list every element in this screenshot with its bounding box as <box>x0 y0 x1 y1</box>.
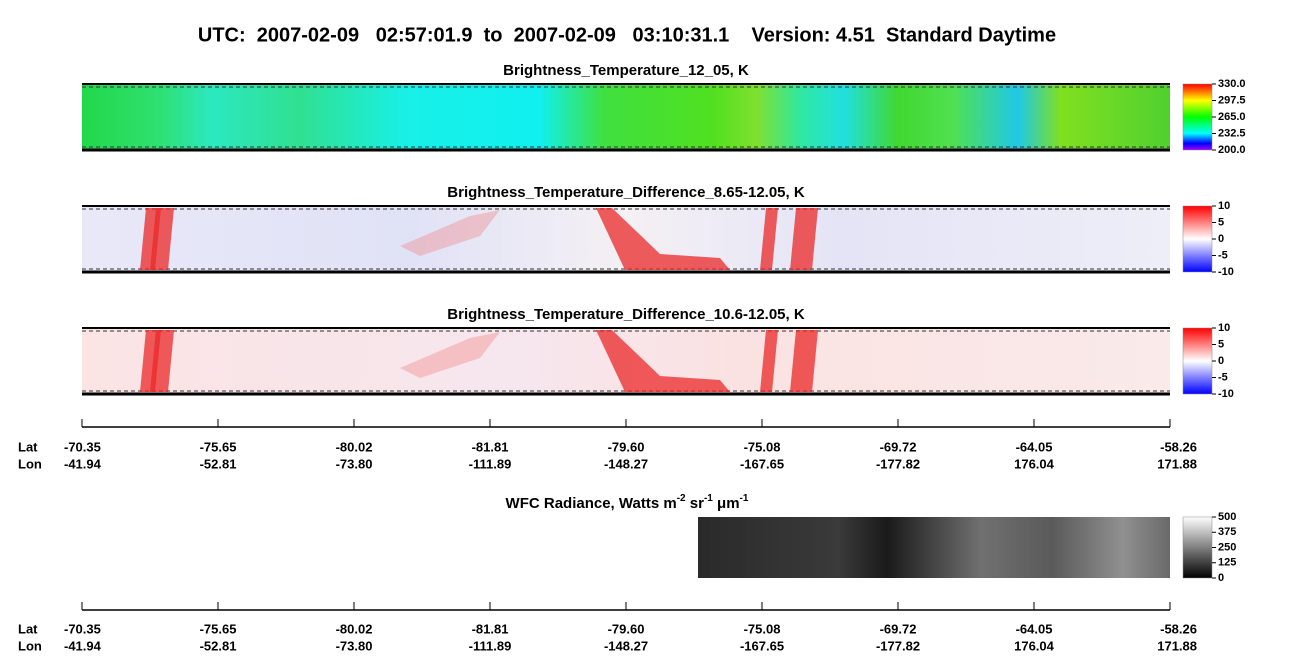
lat-value: -69.72 <box>880 621 917 636</box>
streak <box>596 208 730 270</box>
lat-value: -64.05 <box>1016 621 1053 636</box>
colorbar-label: 330.0 <box>1218 78 1246 90</box>
colorbar-label: 0 <box>1218 233 1224 245</box>
title-part: sr <box>686 495 705 512</box>
colorbar-label: -10 <box>1218 388 1234 400</box>
streak <box>760 330 778 392</box>
lat-value: -70.35 <box>64 621 101 636</box>
title-part: WFC Radiance, Watts m <box>506 495 677 512</box>
lon-value: -148.27 <box>604 456 648 471</box>
lat-value: -69.72 <box>880 439 917 454</box>
lon-value: 176.04 <box>1014 638 1055 653</box>
colorbar-label: 265.0 <box>1218 111 1246 123</box>
lat-value: -79.60 <box>608 439 645 454</box>
lon-label: Lon <box>18 638 42 653</box>
colorbar <box>1182 83 1213 151</box>
lon-value: 176.04 <box>1014 456 1055 471</box>
lon-value: 171.88 <box>1157 456 1197 471</box>
colorbar-label: 10 <box>1218 322 1230 334</box>
panel-image <box>82 84 1170 150</box>
colorbar-label: -10 <box>1218 266 1234 278</box>
lat-value: -70.35 <box>64 439 101 454</box>
panel-title: Brightness_Temperature_Difference_10.6-1… <box>447 306 805 323</box>
lat-value: -58.26 <box>1160 621 1197 636</box>
main-title: UTC: 2007-02-09 02:57:01.9 to 2007-02-09… <box>198 24 1056 46</box>
lon-value: -41.94 <box>64 638 102 653</box>
lat-value: -81.81 <box>472 439 509 454</box>
lon-value: -41.94 <box>64 456 102 471</box>
streak <box>400 332 500 378</box>
colorbar-label: 0 <box>1218 355 1224 367</box>
colorbar <box>1182 516 1213 579</box>
lat-value: -80.02 <box>336 439 373 454</box>
streak <box>596 330 730 392</box>
streak <box>150 208 174 270</box>
lon-value: -52.81 <box>200 638 237 653</box>
lon-value: 171.88 <box>1157 638 1197 653</box>
lon-label: Lon <box>18 456 42 471</box>
streak <box>790 208 818 270</box>
lat-value: -80.02 <box>336 621 373 636</box>
title-part: -1 <box>740 493 749 504</box>
colorbar-label: 250 <box>1218 541 1236 553</box>
colorbar <box>1182 205 1213 273</box>
lat-value: -64.05 <box>1016 439 1053 454</box>
image-features <box>140 208 818 392</box>
lon-value: -52.81 <box>200 456 237 471</box>
lat-label: Lat <box>18 439 38 454</box>
colorbar <box>1182 327 1213 395</box>
lon-value: -148.27 <box>604 638 648 653</box>
lon-value: -177.82 <box>876 456 920 471</box>
lon-value: -167.65 <box>740 456 784 471</box>
colorbar-label: 0 <box>1218 572 1224 584</box>
colorbar-label: 125 <box>1218 557 1236 569</box>
streak <box>400 210 500 256</box>
title-part: -2 <box>677 493 686 504</box>
lat-value: -75.65 <box>200 621 237 636</box>
panel-title: Brightness_Temperature_12_05, K <box>503 62 749 79</box>
colorbar-label: -5 <box>1218 371 1228 383</box>
streak <box>150 330 174 392</box>
colorbar-label: 200.0 <box>1218 144 1246 156</box>
lon-value: -167.65 <box>740 638 784 653</box>
colorbar-label: 375 <box>1218 526 1236 538</box>
panel-title: WFC Radiance, Watts m-2 sr-1 μm-1 <box>506 493 749 512</box>
streak <box>790 330 818 392</box>
title-part: μm <box>713 495 740 512</box>
lat-value: -75.08 <box>744 621 781 636</box>
colorbar-label: 5 <box>1218 338 1224 350</box>
lon-value: -73.80 <box>336 456 373 471</box>
lon-value: -111.89 <box>469 456 512 471</box>
lat-value: -75.65 <box>200 439 237 454</box>
colorbar-label: 5 <box>1218 216 1224 228</box>
colorbar-label: 297.5 <box>1218 94 1246 106</box>
streak <box>760 208 778 270</box>
colorbar-label: -5 <box>1218 249 1228 261</box>
lat-value: -81.81 <box>472 621 509 636</box>
colorbar-label: 10 <box>1218 200 1230 212</box>
lat-value: -79.60 <box>608 621 645 636</box>
colorbar-label: 500 <box>1218 511 1236 523</box>
title-part: -1 <box>704 493 713 504</box>
lat-value: -58.26 <box>1160 439 1197 454</box>
lat-value: -75.08 <box>744 439 781 454</box>
lon-value: -111.89 <box>469 638 512 653</box>
panel-title: Brightness_Temperature_Difference_8.65-1… <box>447 184 805 201</box>
wfc-image <box>698 517 1170 578</box>
lon-value: -177.82 <box>876 638 920 653</box>
colorbar-label: 232.5 <box>1218 127 1246 139</box>
lon-value: -73.80 <box>336 638 373 653</box>
lat-label: Lat <box>18 621 38 636</box>
